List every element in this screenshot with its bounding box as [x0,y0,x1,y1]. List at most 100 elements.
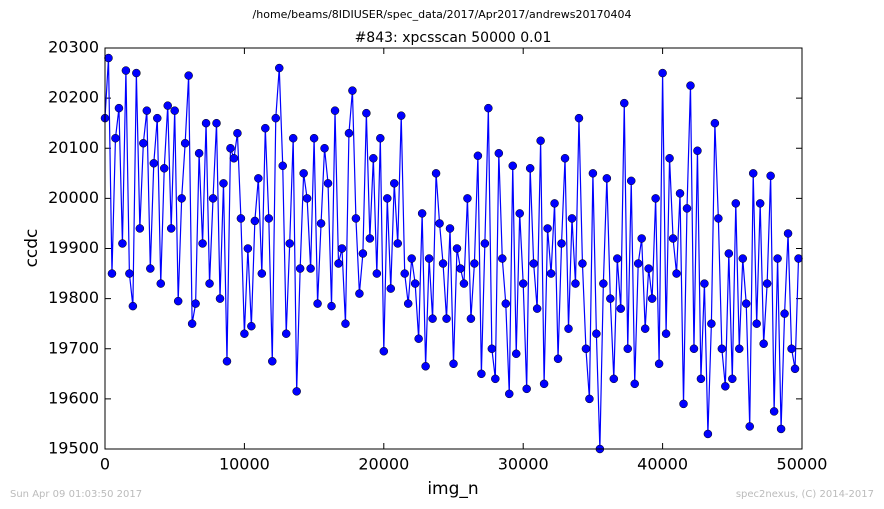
data-point [299,169,308,178]
data-point [731,199,741,208]
data-point [585,394,594,404]
data-point [741,299,751,308]
data-point [581,344,591,353]
y-tick-label: 19900 [48,238,99,257]
data-point [668,234,678,243]
data-point [498,254,507,263]
data-point [292,387,301,396]
data-point [414,334,423,343]
data-point [341,319,350,328]
data-point [442,314,451,323]
data-point [696,374,706,384]
data-point [738,254,748,263]
data-point [752,319,761,328]
y-tick-label: 19700 [48,338,99,357]
data-point [473,151,483,161]
data-point [790,364,800,374]
y-axis-label: ccdc [22,229,42,268]
data-point [233,128,242,138]
data-point [773,254,782,263]
data-point [539,379,549,389]
data-point [637,234,646,243]
data-point [487,344,497,353]
data-point [156,279,166,288]
data-point [198,239,207,248]
data-point [358,249,368,258]
x-tick-label: 10000 [219,455,270,474]
data-point [320,144,329,153]
data-point [125,269,134,278]
data-point [735,344,744,353]
data-point [623,344,632,353]
data-point [421,362,430,371]
data-point [564,324,573,333]
data-point [609,374,619,384]
data-point [728,374,737,384]
data-point [755,199,765,208]
data-point [212,118,221,128]
data-point [546,269,556,278]
data-point [132,68,141,78]
data-point [780,309,789,318]
data-point [647,294,657,303]
x-tick-label: 0 [100,455,110,474]
data-point [651,194,660,203]
data-point [327,301,336,311]
data-point [529,259,538,268]
data-point [163,101,172,110]
data-point [606,294,615,303]
data-point [686,81,695,90]
data-point [417,209,427,218]
data-point [700,279,709,288]
data-point [536,136,545,145]
x-tick-label: 30000 [498,455,549,474]
data-point [560,154,570,163]
data-point [459,279,469,288]
data-point [142,106,152,115]
data-point [428,314,437,323]
data-point [135,224,145,233]
data-point [114,103,124,113]
data-point [665,154,674,163]
data-point [672,269,681,278]
data-point [445,224,455,233]
data-point [254,174,263,183]
data-point [316,219,326,228]
data-point [268,357,277,366]
data-point [153,113,162,123]
data-point [484,103,493,113]
data-point [295,264,305,273]
data-point [236,214,246,223]
data-point [226,144,235,153]
data-point [613,254,622,263]
data-point [599,279,608,288]
data-point [278,161,287,171]
data-point [372,269,382,278]
data-point [525,164,535,173]
data-point [449,359,458,369]
data-point [330,106,340,115]
data-point [769,407,779,416]
x-tick-label: 40000 [637,455,688,474]
data-point [229,154,239,163]
data-point [616,304,626,313]
data-point [456,264,465,273]
data-point [724,249,734,258]
data-point [187,319,197,328]
data-point [703,429,713,439]
data-point [707,319,716,328]
x-axis-label: img_n [427,479,478,499]
data-point [710,118,720,128]
data-point [543,224,552,233]
data-point [111,133,120,143]
data-point [424,254,434,263]
data-point [208,194,218,203]
data-point [191,299,200,308]
data-point [466,314,476,323]
data-point [640,324,650,333]
data-point [180,138,190,148]
data-point [306,264,315,273]
data-point [491,374,500,384]
data-point [261,123,270,133]
y-tick-label: 20200 [48,88,99,107]
